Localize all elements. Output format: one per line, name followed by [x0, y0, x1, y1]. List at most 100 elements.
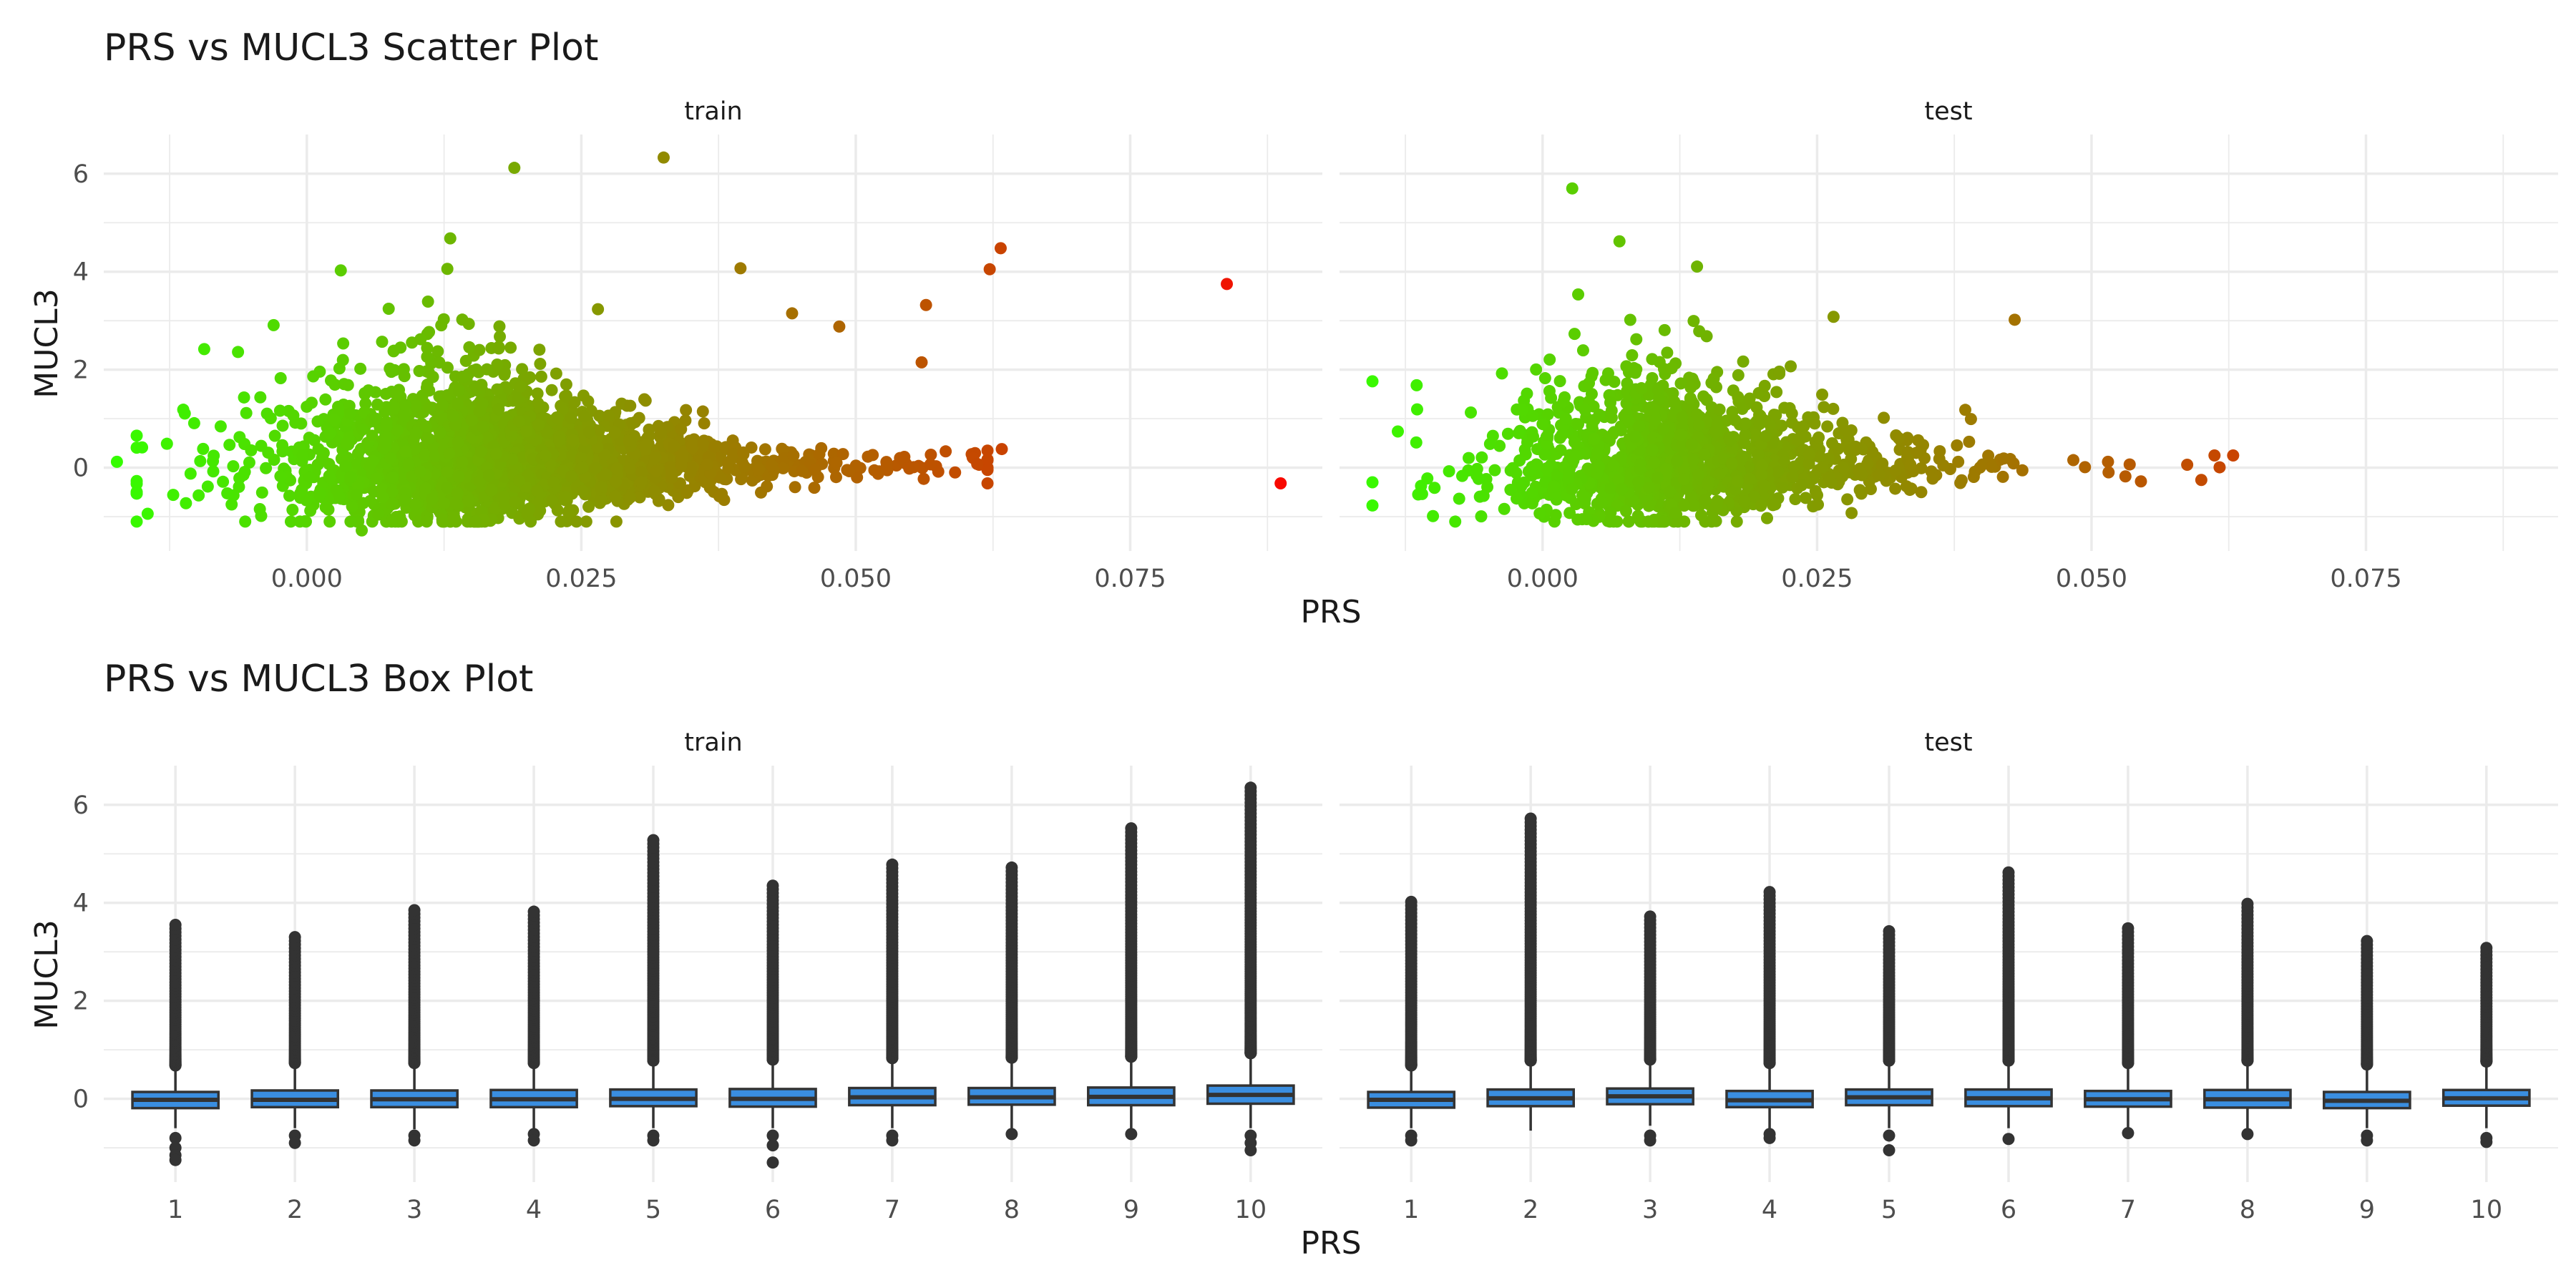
- scatter-x-tick-label: 0.075: [1094, 565, 1166, 593]
- scatter-point: [917, 472, 930, 485]
- scatter-point: [1787, 460, 1800, 473]
- scatter-point: [255, 509, 268, 522]
- scatter-point: [994, 242, 1007, 255]
- scatter-point: [1559, 412, 1572, 425]
- scatter-point: [283, 489, 296, 502]
- box-outlier: [527, 905, 540, 918]
- scatter-point: [577, 410, 590, 423]
- scatter-point: [531, 484, 544, 497]
- scatter-point: [1687, 453, 1699, 466]
- scatter-point: [1802, 448, 1815, 461]
- scatter-y-tick-label: 2: [73, 356, 89, 385]
- scatter-point: [1543, 353, 1556, 366]
- scatter-point: [1538, 448, 1551, 461]
- scatter-point: [1711, 494, 1724, 507]
- scatter-point: [1410, 403, 1423, 416]
- scatter-point: [474, 445, 487, 458]
- scatter-point: [624, 491, 637, 504]
- scatter-point: [303, 471, 316, 484]
- box-outlier: [1405, 1134, 1418, 1147]
- scatter-point: [379, 440, 392, 453]
- scatter-point: [1687, 315, 1700, 328]
- scatter-point: [1629, 430, 1641, 443]
- scatter-point: [313, 489, 326, 502]
- scatter-point: [387, 344, 400, 357]
- scatter-point: [376, 336, 389, 348]
- scatter-point: [576, 461, 589, 474]
- scatter-point: [328, 414, 341, 426]
- scatter-point: [680, 487, 693, 499]
- scatter-point: [1669, 507, 1682, 519]
- box-y-tick-label: 2: [73, 987, 89, 1016]
- scatter-point: [1572, 418, 1585, 431]
- scatter-point: [924, 458, 937, 471]
- scatter-point: [1685, 438, 1698, 451]
- scatter-point: [595, 480, 608, 493]
- scatter-point: [332, 401, 345, 414]
- scatter-point: [753, 463, 766, 476]
- scatter-point: [434, 426, 447, 439]
- box-outlier: [647, 834, 660, 847]
- scatter-point: [380, 416, 393, 429]
- scatter-point: [1873, 469, 1886, 482]
- scatter-point: [2009, 313, 2021, 326]
- scatter-point: [141, 507, 154, 520]
- scatter-point: [214, 420, 227, 433]
- scatter-point: [217, 475, 230, 488]
- scatter-point: [399, 399, 412, 411]
- scatter-point: [558, 490, 571, 503]
- scatter-point: [343, 407, 356, 420]
- box-x-tick-label: 1: [167, 1196, 183, 1224]
- scatter-point: [1698, 448, 1711, 461]
- scatter-point: [334, 264, 347, 277]
- scatter-point: [830, 457, 843, 469]
- scatter-point: [722, 462, 735, 475]
- scatter-point: [1549, 509, 1562, 522]
- scatter-point: [1837, 462, 1850, 474]
- scatter-point: [1498, 502, 1511, 515]
- scatter-point: [1677, 473, 1690, 486]
- box-strip-test: test: [1924, 728, 1972, 757]
- scatter-point: [1915, 486, 1928, 499]
- scatter-point: [1799, 430, 1812, 443]
- scatter-point: [1521, 387, 1533, 400]
- scatter-point: [437, 313, 450, 326]
- scatter-point: [1701, 478, 1714, 491]
- scatter-point: [1557, 395, 1570, 408]
- scatter-point: [1646, 444, 1659, 457]
- scatter-point: [323, 458, 336, 471]
- scatter-point: [201, 480, 214, 493]
- scatter-point: [437, 497, 450, 509]
- scatter-point: [1674, 377, 1687, 390]
- scatter-point: [433, 356, 446, 369]
- scatter-point: [1668, 395, 1681, 408]
- scatter-point: [1692, 419, 1705, 431]
- scatter-point: [550, 367, 562, 380]
- scatter-point: [1739, 417, 1752, 430]
- scatter-point: [593, 409, 606, 422]
- scatter-point: [680, 404, 693, 416]
- scatter-point: [1366, 499, 1379, 512]
- scatter-point: [322, 503, 335, 516]
- scatter-point: [1732, 391, 1745, 404]
- scatter-point: [276, 445, 289, 458]
- scatter-point: [809, 463, 821, 476]
- scatter-point: [1566, 483, 1579, 496]
- scatter-point: [560, 378, 572, 391]
- scatter-point: [1566, 182, 1579, 195]
- scatter-point: [409, 426, 422, 439]
- scatter-point: [287, 409, 300, 422]
- scatter-point: [1684, 391, 1697, 404]
- scatter-point: [1501, 427, 1514, 440]
- scatter-point: [339, 460, 352, 473]
- scatter-point: [1556, 429, 1568, 441]
- scatter-point: [469, 515, 482, 528]
- scatter-point: [1769, 498, 1782, 511]
- scatter-point: [551, 504, 564, 517]
- scatter-point: [829, 471, 842, 484]
- scatter-point: [1926, 472, 1939, 485]
- scatter-point: [492, 403, 505, 416]
- scatter-point: [2181, 458, 2194, 471]
- scatter-point: [1714, 467, 1727, 480]
- scatter-point: [333, 490, 346, 503]
